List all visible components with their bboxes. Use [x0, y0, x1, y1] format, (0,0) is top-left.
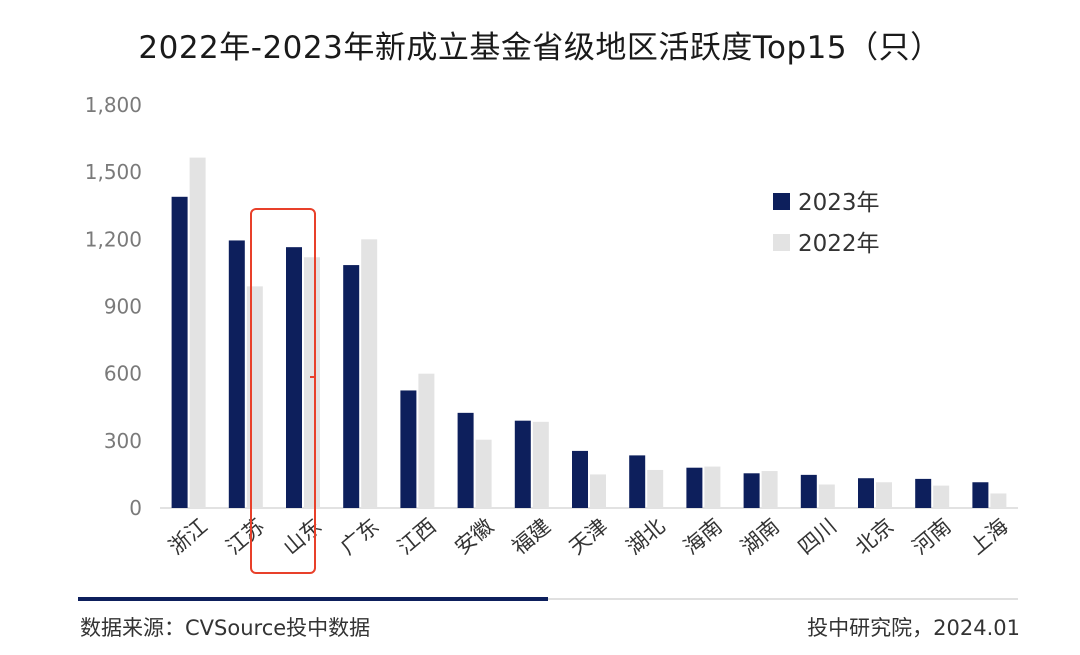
- x-tick-label: 海南: [679, 514, 727, 559]
- bar-2022: [704, 466, 721, 508]
- footer-rule: [548, 598, 1018, 600]
- bar-2022: [418, 373, 435, 508]
- bar-2023: [743, 473, 760, 508]
- chart-title: 2022年-2023年新成立基金省级地区活跃度Top15（只）: [138, 30, 942, 66]
- bar-2023: [686, 467, 703, 508]
- data-source: 数据来源：CVSource投中数据: [80, 616, 371, 640]
- bar-2023: [629, 455, 646, 508]
- x-tick-label: 天津: [565, 514, 613, 559]
- y-tick-label: 900: [104, 295, 142, 319]
- bar-2022: [761, 471, 778, 508]
- legend-label: 2023年: [798, 190, 880, 216]
- bar-2022: [189, 157, 206, 508]
- x-tick-label: 北京: [851, 514, 899, 559]
- bar-2023: [228, 240, 245, 509]
- bar-2023: [858, 478, 874, 508]
- bar-2023: [400, 390, 417, 508]
- bar-2023: [343, 265, 360, 508]
- x-tick-label: 上海: [965, 514, 1013, 559]
- x-tick-label: 江西: [393, 514, 441, 559]
- bar-2023: [800, 474, 817, 508]
- y-tick-label: 1,800: [85, 93, 142, 117]
- legend-label: 2022年: [798, 231, 880, 257]
- bar-2022: [990, 493, 1007, 508]
- x-tick-label: 湖南: [736, 514, 784, 559]
- bar-2022: [818, 484, 835, 508]
- bar-2022: [532, 421, 549, 508]
- x-tick-label: 福建: [508, 514, 556, 559]
- bar-2022: [933, 485, 950, 508]
- bar-2023: [572, 450, 588, 508]
- y-tick-label: 1,500: [85, 160, 142, 184]
- bar-2022: [590, 474, 606, 508]
- x-tick-label: 湖北: [622, 514, 670, 559]
- bar-2022: [304, 257, 320, 508]
- y-tick-label: 600: [104, 362, 142, 386]
- bar-2022: [361, 239, 378, 509]
- bar-2023: [286, 247, 302, 509]
- legend-swatch-2022: [773, 234, 790, 251]
- y-tick-label: 0: [129, 496, 142, 520]
- bar-chart: 03006009001,2001,5001,800浙江 江苏 山东 广东 江西 安徽 福建天…: [85, 93, 1018, 559]
- x-tick-label: 安徽: [450, 514, 498, 559]
- bar-2023: [457, 412, 474, 508]
- bar-2022: [647, 469, 664, 508]
- credit-line: 投中研究院，2024.01: [807, 616, 1020, 640]
- y-tick-label: 300: [104, 429, 142, 453]
- x-tick-label: 四川: [794, 514, 842, 559]
- bar-2023: [171, 196, 188, 509]
- bar-2023: [915, 478, 932, 508]
- bar-2023: [514, 420, 531, 508]
- bar-2022: [475, 439, 492, 508]
- legend-swatch-2023: [773, 193, 790, 210]
- y-tick-label: 1,200: [85, 227, 142, 251]
- x-tick-label: 广东: [336, 514, 384, 559]
- shandong-highlight-box: [250, 208, 316, 574]
- x-tick-label: 河南: [908, 514, 956, 559]
- bar-2022: [876, 482, 892, 508]
- x-tick-label: 浙江: [164, 514, 212, 559]
- footer-rule-accent: [78, 597, 548, 601]
- bar-2023: [972, 482, 989, 508]
- highlight-tick-mark: [310, 376, 316, 378]
